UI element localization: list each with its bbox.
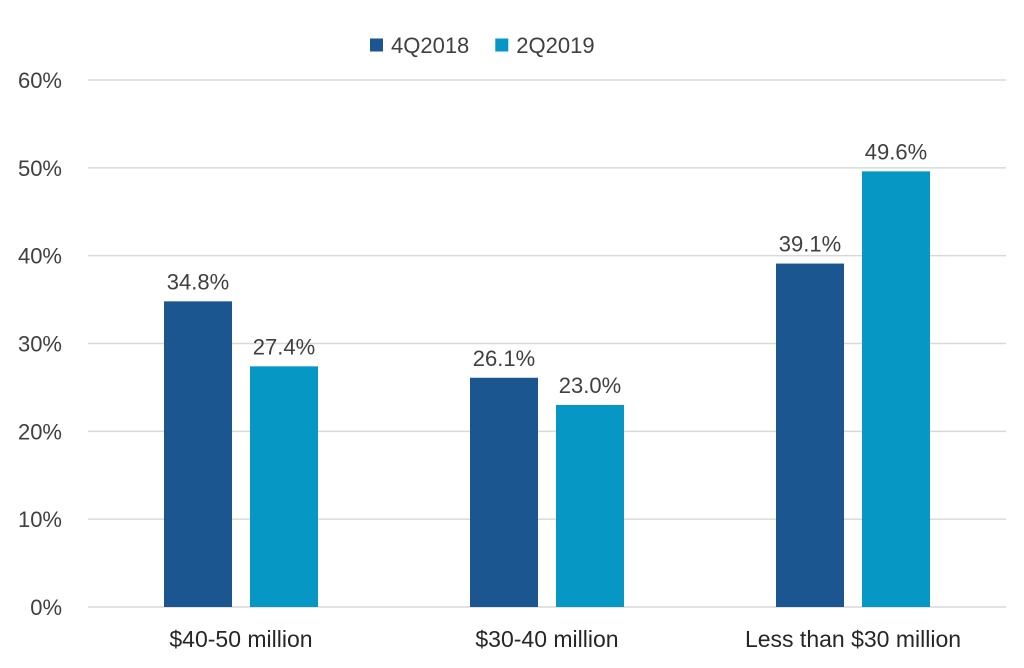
gridlines [88,79,1006,608]
y-tick-label: 60% [18,68,62,93]
data-label: 23.0% [559,373,621,398]
data-label: 26.1% [473,346,535,371]
y-axis-ticks: 0% 10% 20% 30% 40% 50% 60% [18,68,62,620]
legend: 4Q2018 2Q2019 [370,33,595,58]
y-tick-label: 20% [18,419,62,444]
y-tick-label: 10% [18,507,62,532]
y-tick-label: 0% [30,595,62,620]
x-category-label: Less than $30 million [745,626,961,652]
y-tick-label: 40% [18,244,62,269]
bars [164,171,930,607]
y-tick-label: 30% [18,332,62,357]
bar [556,404,624,607]
legend-label: 4Q2018 [391,33,469,58]
data-label: 34.8% [167,269,229,294]
bar [164,301,232,607]
x-axis-categories: $40-50 million $30-40 million Less than $3… [169,626,961,652]
x-category-label: $30-40 million [475,626,618,652]
bar [470,377,538,607]
y-tick-label: 50% [18,156,62,181]
legend-swatch [495,38,509,52]
data-labels: 34.8% 27.4% 26.1% 23.0% 39.1% 49.6% [167,139,927,398]
data-label: 39.1% [779,232,841,257]
bar [250,366,318,607]
bar [862,171,930,607]
data-label: 49.6% [865,139,927,164]
data-label: 27.4% [253,334,315,359]
bar [776,263,844,607]
x-category-label: $40-50 million [169,626,312,652]
legend-swatch [370,38,383,52]
legend-label: 2Q2019 [516,33,594,58]
